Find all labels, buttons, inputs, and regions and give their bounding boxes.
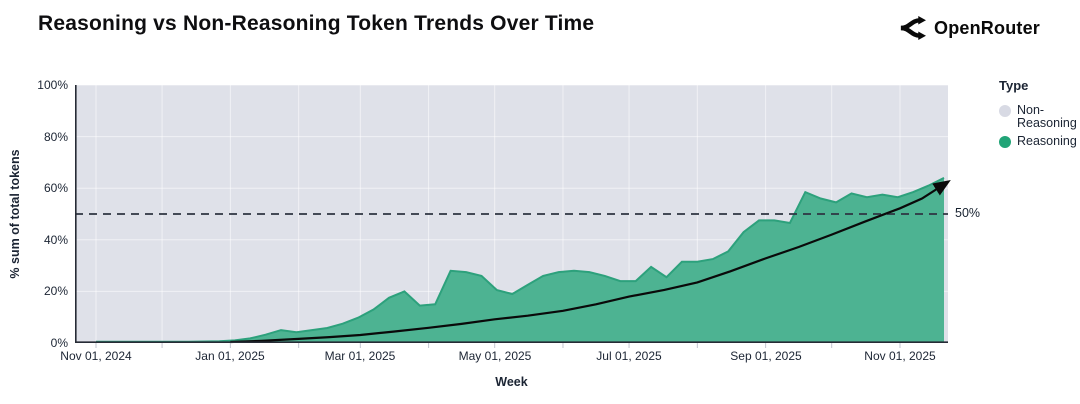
openrouter-logo: OpenRouter [899,15,1040,41]
brand-name: OpenRouter [934,17,1041,38]
y-tick-label: 60% [43,181,68,195]
legend-item-non-reasoning[interactable]: Non-Reasoning [999,103,1077,131]
legend: Type Non-Reasoning Reasoning [999,78,1077,153]
y-tick-label: 100% [37,78,68,92]
x-tick-label: May 01, 2025 [458,349,532,363]
legend-label: Reasoning [1017,134,1077,149]
x-tick-label: Nov 01, 2024 [60,349,132,363]
x-tick-label: Mar 01, 2025 [324,349,396,363]
legend-label: Non-Reasoning [1017,103,1077,131]
openrouter-icon [899,15,926,41]
page-title: Reasoning vs Non-Reasoning Token Trends … [38,12,595,35]
y-tick-label: 40% [43,233,68,247]
y-tick-label: 0% [50,336,68,350]
x-tick-label: Jan 01, 2025 [195,349,265,363]
legend-title: Type [999,78,1029,93]
legend-item-reasoning[interactable]: Reasoning [999,134,1077,149]
y-tick-label: 20% [43,284,68,298]
x-tick-label: Nov 01, 2025 [864,349,936,363]
y-tick-label: 80% [43,130,68,144]
x-axis-title: Week [495,375,528,389]
x-tick-label: Sep 01, 2025 [730,349,802,363]
x-tick-label: Jul 01, 2025 [596,349,662,363]
fifty-percent-label: 50% [955,206,981,220]
non-reasoning-dot-icon [999,105,1011,117]
y-axis-title: % sum of total tokens [8,149,22,279]
reasoning-trend-chart [75,84,951,348]
reasoning-dot-icon [999,136,1011,149]
